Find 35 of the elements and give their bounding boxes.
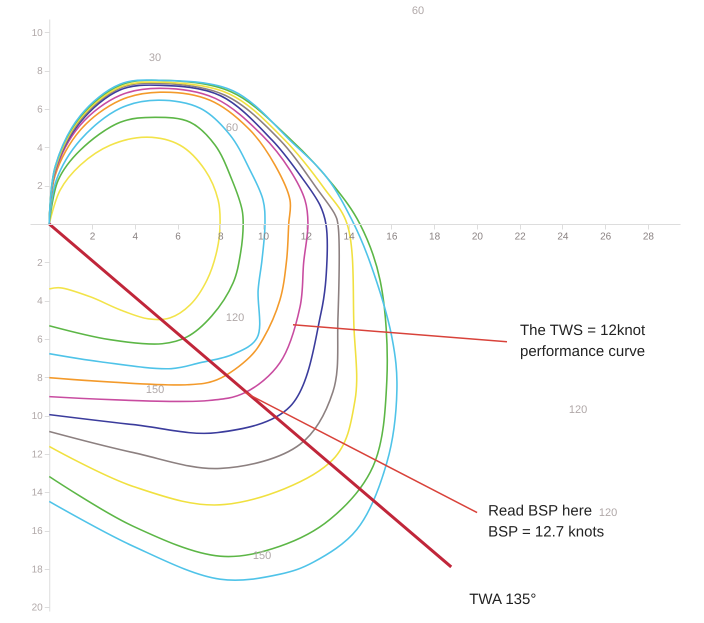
y-tick-label: 12 bbox=[32, 449, 44, 460]
x-tick-label: 16 bbox=[386, 231, 398, 242]
y-tick-label: 6 bbox=[37, 104, 44, 116]
annotation: 150 bbox=[146, 384, 164, 396]
x-tick-label: 4 bbox=[132, 231, 138, 242]
x-tick-label: 2 bbox=[90, 231, 96, 242]
x-tick-label: 6 bbox=[175, 231, 182, 242]
x-tick-label: 24 bbox=[557, 231, 569, 242]
annotation: 60 bbox=[226, 122, 238, 134]
y-tick-label: 20 bbox=[32, 602, 44, 614]
y-tick-label: 4 bbox=[37, 142, 44, 154]
y-tick-label: 18 bbox=[32, 564, 44, 576]
series-label: TWA 135° bbox=[469, 590, 536, 608]
y-tick-label: 8 bbox=[37, 372, 44, 384]
x-tick-label: 18 bbox=[429, 231, 441, 242]
y-tick-label: 14 bbox=[32, 488, 44, 499]
annotation: 120 bbox=[568, 404, 588, 416]
x-tick-label: 20 bbox=[472, 231, 484, 242]
y-tick-label: 10 bbox=[32, 28, 44, 39]
x-tick-label: 26 bbox=[600, 231, 612, 242]
y-tick-label: 2 bbox=[37, 181, 44, 192]
y-tick-label: 10 bbox=[32, 411, 44, 422]
y-tick-label: 8 bbox=[37, 66, 44, 78]
annotation: The TWS = 12knot performance curve bbox=[520, 322, 646, 360]
x-tick-label: 22 bbox=[514, 231, 526, 242]
text: 60 bbox=[412, 5, 424, 17]
annotation: 120 bbox=[226, 312, 244, 324]
annotation: 30 bbox=[148, 52, 162, 64]
x-tick-label: 28 bbox=[642, 231, 654, 242]
y-tick-label: 2 bbox=[37, 258, 44, 269]
y-tick-label: 4 bbox=[37, 296, 44, 308]
y-tick-label: 16 bbox=[32, 526, 44, 538]
annotation: 120 bbox=[598, 507, 618, 519]
y-tick-label: 6 bbox=[37, 334, 44, 346]
annotation: 150 bbox=[252, 550, 272, 562]
